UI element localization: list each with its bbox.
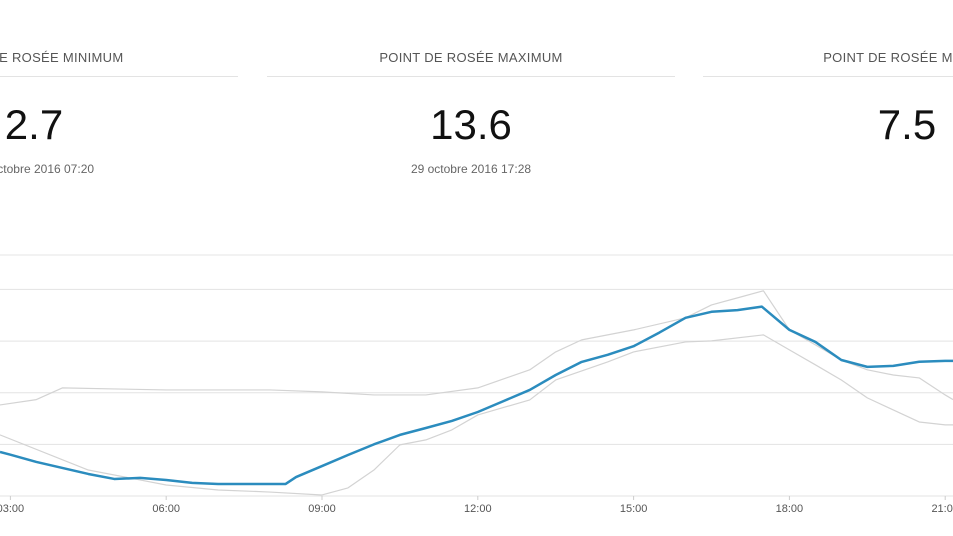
card-title: POINT DE ROSÉE MAXIMUM xyxy=(379,50,563,65)
x-tick-label: 18:00 xyxy=(776,503,804,515)
divider xyxy=(703,76,953,77)
x-tick-label: 09:00 xyxy=(308,503,336,515)
x-tick-label: 21:00 xyxy=(931,503,953,515)
card-date: 29 octobre 2016 07:20 xyxy=(0,162,95,176)
card-value: 13.6 xyxy=(430,101,512,148)
x-tick-label: 15:00 xyxy=(620,503,648,515)
card-date: 29 octobre 2016 17:28 xyxy=(410,162,532,176)
divider xyxy=(267,76,675,77)
series-line xyxy=(0,334,953,496)
x-tick-label: 12:00 xyxy=(464,503,492,515)
x-tick-label: 03:00 xyxy=(0,503,24,515)
series-line xyxy=(0,290,953,406)
card-value: 2.7 xyxy=(4,101,64,148)
card-value: 7.5 xyxy=(877,101,937,148)
divider xyxy=(0,76,238,77)
series-line xyxy=(0,305,953,486)
card-title: POINT DE ROSÉE MINIMUM xyxy=(0,50,124,65)
x-tick-label: 06:00 xyxy=(152,503,180,515)
card-title: POINT DE ROSÉE MOYEN xyxy=(823,50,953,65)
